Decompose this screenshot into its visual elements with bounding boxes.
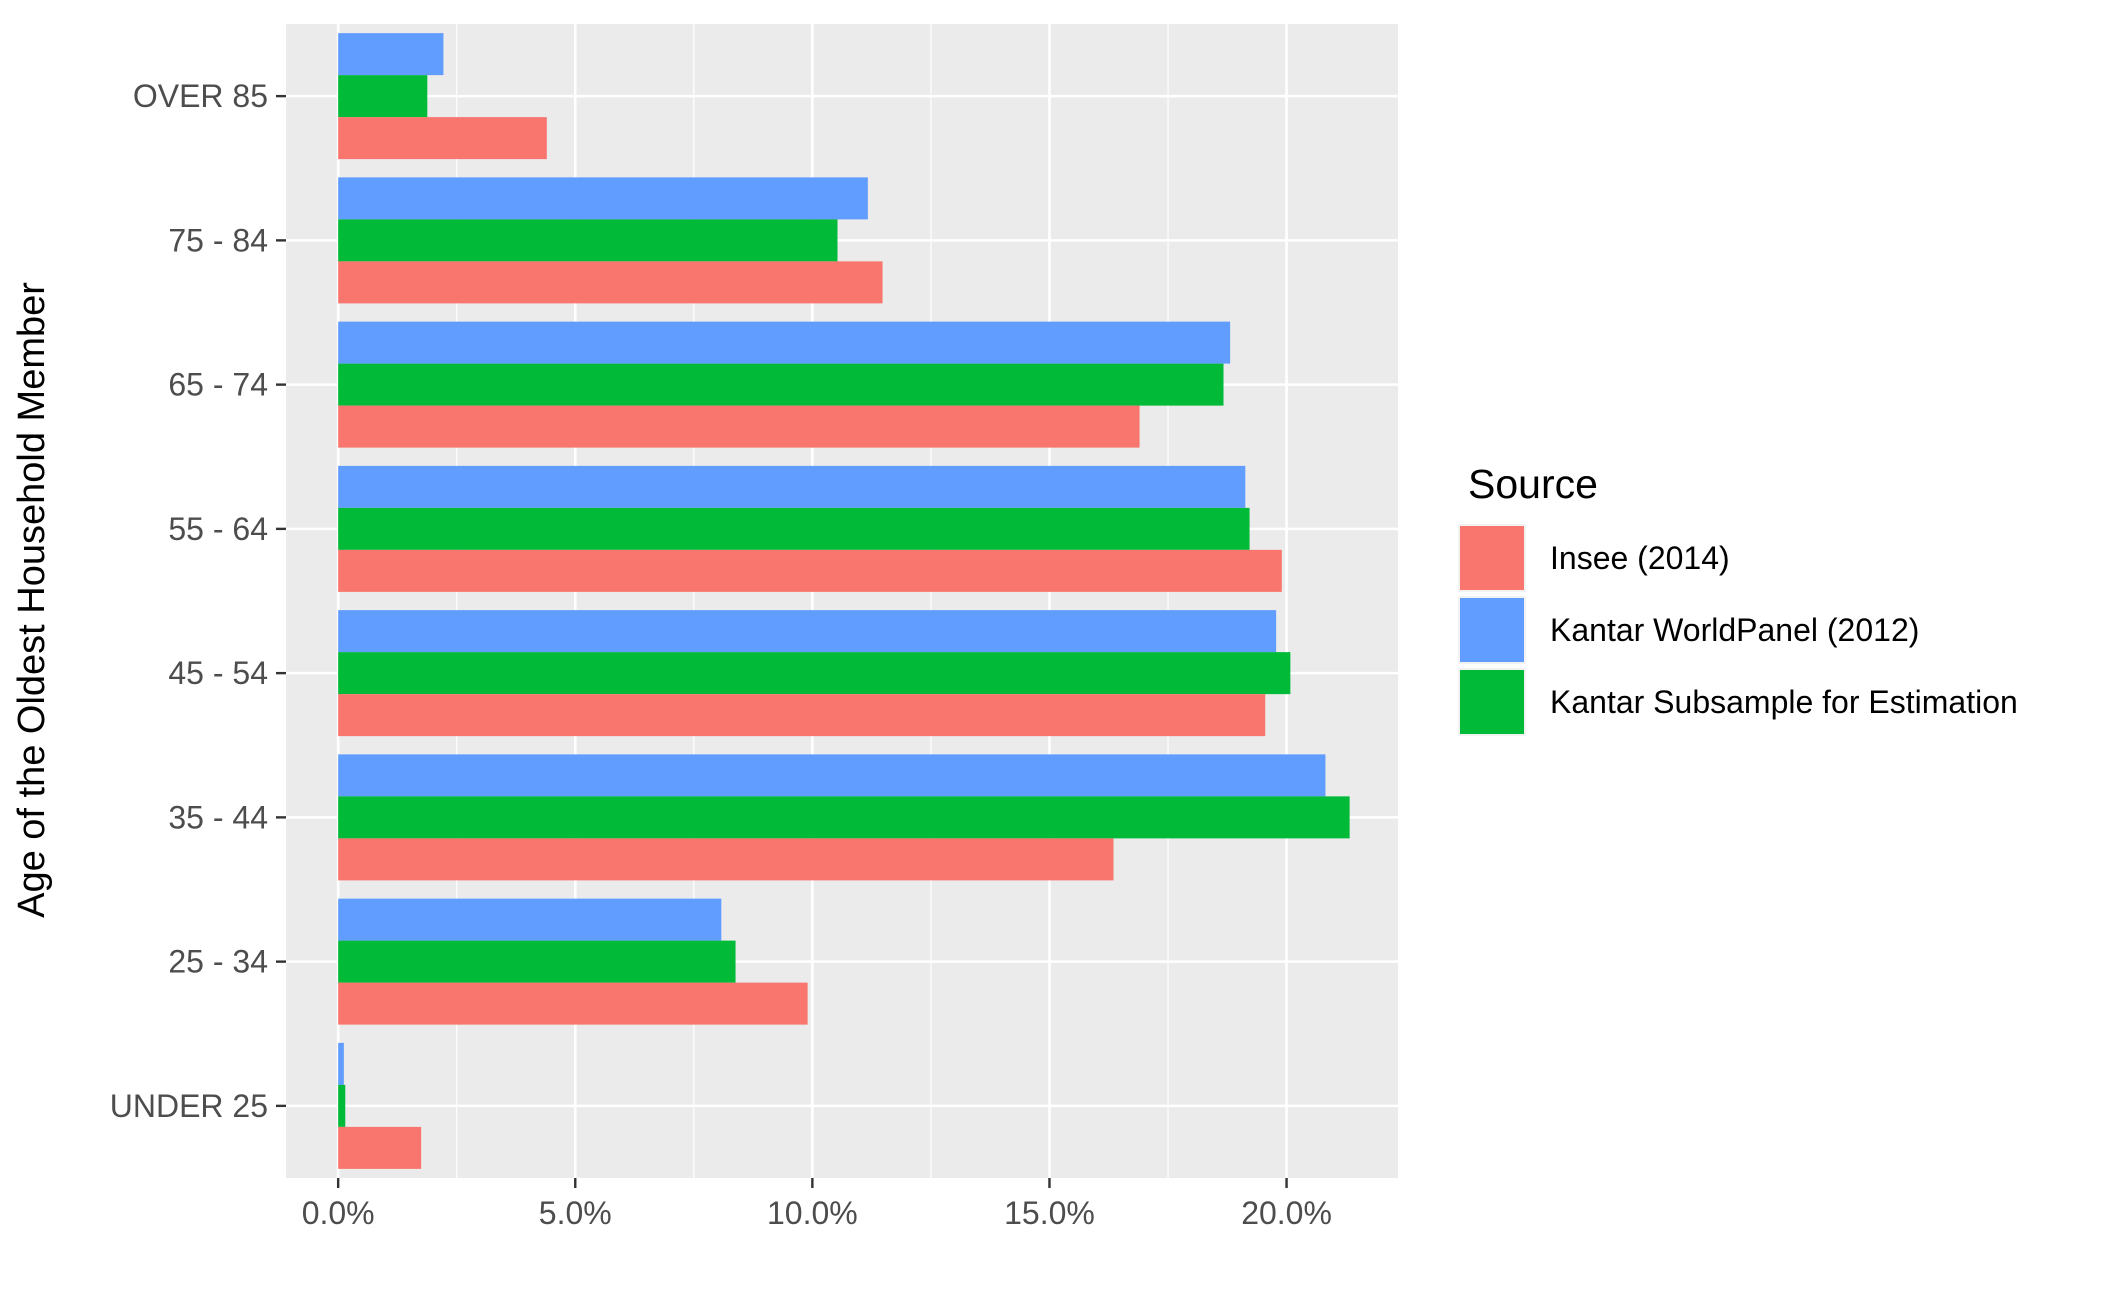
axes: UNDER 25 25 - 34 35 - 44 45 - 54 55 - 64 65 -…: [110, 78, 1332, 1231]
bar-kantar-worldpanel-2012-75-84: [338, 177, 868, 220]
bar-kantar-worldpanel-2012-45-54: [338, 610, 1277, 653]
bar-kantar-subsample-for-estimation-over-85: [338, 75, 428, 118]
bar-insee-2014-55-64: [338, 549, 1282, 592]
bar-kantar-worldpanel-2012-under-25: [338, 1042, 344, 1085]
x-tick-label: 0.0%: [302, 1195, 375, 1231]
legend: Source Insee (2014) Kantar WorldPanel (20…: [1458, 461, 2018, 736]
bar-kantar-worldpanel-2012-35-44: [338, 754, 1326, 797]
y-tick-label: 65 - 74: [168, 367, 268, 403]
legend-swatch-kantar-subsample-for-estimation: [1460, 670, 1524, 734]
bar-kantar-subsample-for-estimation-55-64: [338, 507, 1250, 550]
bar-kantar-subsample-for-estimation-45-54: [338, 652, 1291, 695]
bar-kantar-worldpanel-2012-55-64: [338, 465, 1246, 508]
bar-insee-2014-35-44: [338, 838, 1114, 881]
bar-insee-2014-25-34: [338, 982, 808, 1025]
y-axis-title: Age of the Oldest Household Member: [11, 282, 53, 918]
bar-insee-2014-over-85: [338, 117, 547, 160]
bar-insee-2014-45-54: [338, 694, 1266, 737]
bar-kantar-subsample-for-estimation-25-34: [338, 940, 736, 983]
y-tick-label: 75 - 84: [168, 222, 268, 258]
bar-kantar-worldpanel-2012-over-85: [338, 33, 444, 76]
x-tick-label: 15.0%: [1004, 1195, 1095, 1231]
legend-label-kantar-worldpanel-2012: Kantar WorldPanel (2012): [1550, 612, 1919, 648]
bar-kantar-subsample-for-estimation-under-25: [338, 1084, 346, 1127]
y-tick-label: 35 - 44: [168, 799, 268, 835]
x-tick-label: 20.0%: [1241, 1195, 1332, 1231]
bar-kantar-worldpanel-2012-25-34: [338, 898, 722, 941]
x-tick-label: 5.0%: [539, 1195, 612, 1231]
x-tick-label: 10.0%: [767, 1195, 858, 1231]
bar-insee-2014-under-25: [338, 1126, 422, 1169]
y-tick-label: 55 - 64: [168, 511, 268, 547]
bar-kantar-subsample-for-estimation-75-84: [338, 219, 838, 262]
y-tick-label: 45 - 54: [168, 655, 268, 691]
bar-kantar-subsample-for-estimation-35-44: [338, 796, 1350, 839]
legend-label-insee-2014: Insee (2014): [1550, 540, 1730, 576]
bar-kantar-subsample-for-estimation-65-74: [338, 363, 1224, 406]
y-tick-label: 25 - 34: [168, 944, 268, 980]
bars: [338, 33, 1350, 1169]
y-tick-label: UNDER 25: [110, 1088, 268, 1124]
bar-kantar-worldpanel-2012-65-74: [338, 321, 1231, 364]
legend-title: Source: [1468, 461, 1598, 507]
y-tick-label: OVER 85: [133, 78, 268, 114]
legend-swatch-insee-2014: [1460, 526, 1524, 590]
bar-insee-2014-65-74: [338, 405, 1140, 448]
bar-insee-2014-75-84: [338, 261, 883, 304]
legend-swatch-kantar-worldpanel-2012: [1460, 598, 1524, 662]
legend-label-kantar-subsample-for-estimation: Kantar Subsample for Estimation: [1550, 684, 2018, 720]
